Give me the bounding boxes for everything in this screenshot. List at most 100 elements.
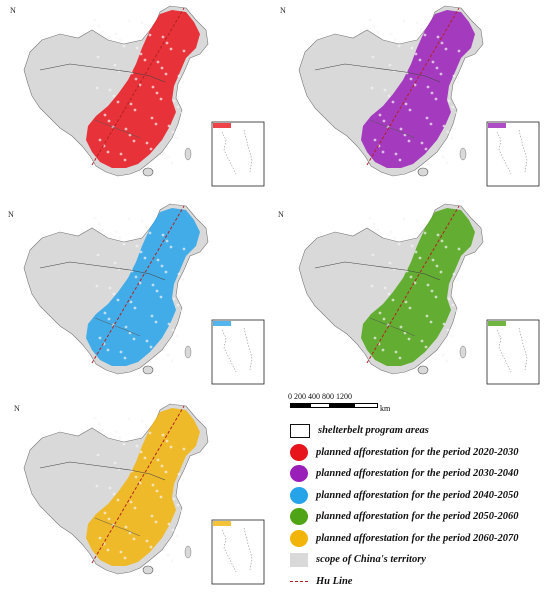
texture-dot: [413, 281, 417, 285]
texture-dot: [425, 116, 429, 120]
texture-dot: [171, 528, 175, 532]
texture-dot: [414, 52, 418, 56]
texture-dot: [95, 284, 99, 288]
texture-dot: [116, 298, 120, 302]
hu-line: [366, 7, 460, 166]
texture-dot: [128, 133, 132, 137]
texture-dot: [169, 445, 173, 449]
texture-dot: [407, 139, 411, 143]
texture-dot: [439, 270, 443, 274]
texture-dot: [439, 72, 443, 76]
hainan-island: [142, 365, 154, 375]
texture-dot: [114, 230, 118, 234]
texture-dot: [143, 456, 147, 460]
texture-dot: [436, 233, 440, 237]
texture-dot: [145, 141, 149, 145]
texture-dot: [138, 281, 142, 285]
texture-dot: [93, 18, 97, 22]
legend-item: shelterbelt program areas: [290, 420, 545, 442]
texture-dot: [112, 492, 116, 496]
texture-dot: [165, 439, 169, 443]
texture-dot: [133, 108, 137, 112]
texture-dot: [118, 38, 122, 42]
texture-dot: [166, 155, 170, 159]
texture-dot: [456, 278, 460, 282]
texture-dot: [113, 461, 117, 465]
texture-dot: [383, 286, 387, 290]
texture-dot: [378, 311, 382, 315]
texture-dot: [140, 419, 144, 423]
texture-dot: [376, 30, 380, 34]
shelterbelt-boundary: [314, 63, 441, 83]
texture-dot: [442, 124, 446, 128]
texture-dot: [98, 536, 102, 540]
texture-dot: [123, 158, 127, 162]
texture-dot: [144, 225, 148, 229]
texture-dot: [117, 467, 121, 471]
texture-dot: [148, 431, 152, 435]
texture-dot: [123, 356, 127, 360]
texture-dot: [402, 217, 406, 221]
texture-dot: [160, 66, 164, 70]
texture-dot: [182, 447, 186, 451]
texture-dot: [151, 283, 155, 287]
texture-dot: [151, 85, 155, 89]
south-china-sea-inset: [486, 319, 540, 385]
inset-boundary: [496, 327, 528, 373]
legend-hu-line-icon: [290, 580, 308, 582]
legend-dot-icon: [290, 486, 308, 504]
texture-dot: [388, 261, 392, 265]
texture-dot: [135, 46, 139, 50]
legend-dot-icon: [290, 508, 308, 526]
texture-dot: [119, 550, 123, 554]
legend-label: planned afforestation for the period 204…: [316, 489, 519, 501]
texture-dot: [170, 359, 174, 363]
texture-dot: [127, 417, 131, 421]
texture-dot: [122, 242, 126, 246]
texture-dot: [164, 470, 168, 474]
texture-dot: [399, 127, 403, 131]
texture-dot: [457, 247, 461, 251]
texture-dot: [446, 328, 450, 332]
texture-dot: [444, 47, 448, 51]
texture-dot: [383, 88, 387, 92]
texture-dot: [140, 21, 144, 25]
texture-dot: [159, 495, 163, 499]
texture-dot: [139, 250, 143, 254]
legend-item: planned afforestation for the period 206…: [290, 528, 545, 550]
texture-dot: [139, 450, 143, 454]
texture-dot: [172, 99, 176, 103]
inset-afforestation: [213, 521, 231, 526]
texture-dot: [418, 256, 422, 260]
texture-dot: [371, 253, 375, 257]
china-map: [298, 203, 540, 385]
texture-dot: [419, 27, 423, 31]
texture-dot: [387, 292, 391, 296]
texture-dot: [103, 311, 107, 315]
texture-dot: [175, 334, 179, 338]
hu-line: [366, 205, 460, 364]
hainan-island: [417, 167, 429, 177]
texture-dot: [425, 314, 429, 318]
texture-dot: [96, 55, 100, 59]
texture-dot: [423, 231, 427, 235]
texture-dot: [145, 539, 149, 543]
texture-dot: [97, 24, 101, 28]
north-arrow-icon: N: [280, 6, 286, 15]
texture-dot: [106, 548, 110, 552]
legend-label: scope of China's territory: [316, 554, 426, 566]
texture-dot: [177, 74, 181, 78]
texture-dot: [161, 433, 165, 437]
texture-dot: [389, 230, 393, 234]
texture-dot: [180, 509, 184, 513]
texture-dot: [182, 49, 186, 53]
texture-dot: [108, 486, 112, 490]
texture-dot: [165, 239, 169, 243]
shelterbelt-boundary: [94, 517, 141, 537]
inset-boundary: [221, 129, 253, 175]
texture-dot: [128, 331, 132, 335]
shelterbelt-boundary: [39, 461, 166, 481]
texture-dot: [372, 222, 376, 226]
scale-bar-seg: [290, 403, 310, 408]
taiwan-island: [184, 545, 192, 559]
